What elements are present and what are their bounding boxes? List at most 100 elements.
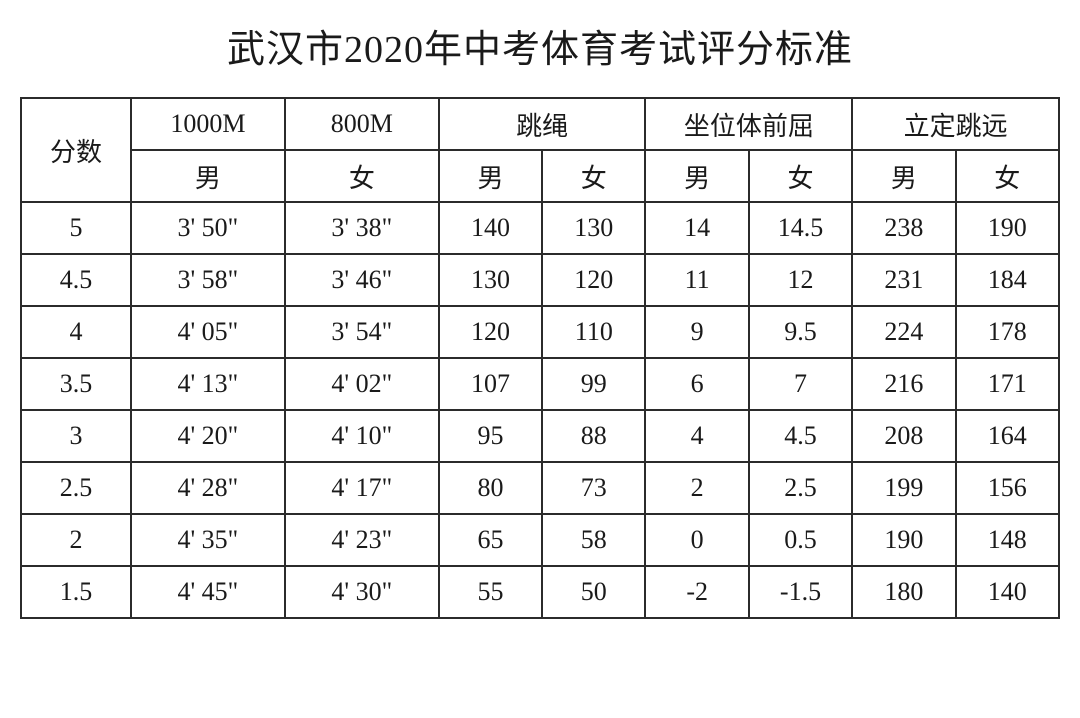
cell-tiaosheng-f: 58: [542, 514, 645, 566]
cell-liding-m: 238: [852, 202, 955, 254]
cell-1000m: 4' 35": [131, 514, 285, 566]
table-row: 4.53' 58"3' 46"1301201112231184: [21, 254, 1059, 306]
cell-tiaosheng-m: 120: [439, 306, 542, 358]
table-header: 分数 1000M 800M 跳绳 坐位体前屈 立定跳远 男 女 男 女 男 女 …: [21, 98, 1059, 202]
cell-score: 2.5: [21, 462, 131, 514]
cell-800m: 4' 30": [285, 566, 439, 618]
table-row: 53' 50"3' 38"1401301414.5238190: [21, 202, 1059, 254]
cell-zuowei-f: 9.5: [749, 306, 852, 358]
cell-1000m: 4' 45": [131, 566, 285, 618]
cell-score: 3.5: [21, 358, 131, 410]
cell-score: 3: [21, 410, 131, 462]
cell-liding-f: 140: [956, 566, 1059, 618]
cell-tiaosheng-f: 110: [542, 306, 645, 358]
cell-tiaosheng-f: 88: [542, 410, 645, 462]
sub-800m-female: 女: [285, 150, 439, 202]
page-title: 武汉市2020年中考体育考试评分标准: [10, 18, 1070, 73]
sub-zuowei-female: 女: [749, 150, 852, 202]
cell-tiaosheng-m: 65: [439, 514, 542, 566]
table-row: 1.54' 45"4' 30"5550-2-1.5180140: [21, 566, 1059, 618]
cell-liding-f: 184: [956, 254, 1059, 306]
col-score: 分数: [21, 98, 131, 202]
cell-800m: 3' 38": [285, 202, 439, 254]
cell-liding-m: 208: [852, 410, 955, 462]
cell-tiaosheng-f: 120: [542, 254, 645, 306]
table-body: 53' 50"3' 38"1401301414.52381904.53' 58"…: [21, 202, 1059, 618]
cell-1000m: 4' 05": [131, 306, 285, 358]
cell-score: 5: [21, 202, 131, 254]
cell-liding-f: 190: [956, 202, 1059, 254]
table-row: 3.54' 13"4' 02"1079967216171: [21, 358, 1059, 410]
cell-zuowei-m: 2: [645, 462, 748, 514]
cell-800m: 4' 02": [285, 358, 439, 410]
cell-zuowei-m: 14: [645, 202, 748, 254]
cell-800m: 4' 17": [285, 462, 439, 514]
sub-liding-female: 女: [956, 150, 1059, 202]
cell-zuowei-m: 6: [645, 358, 748, 410]
cell-liding-m: 224: [852, 306, 955, 358]
cell-liding-f: 148: [956, 514, 1059, 566]
cell-tiaosheng-m: 130: [439, 254, 542, 306]
table-row: 2.54' 28"4' 17"807322.5199156: [21, 462, 1059, 514]
cell-tiaosheng-m: 55: [439, 566, 542, 618]
col-tiaosheng: 跳绳: [439, 98, 646, 150]
cell-score: 4: [21, 306, 131, 358]
cell-1000m: 4' 13": [131, 358, 285, 410]
cell-liding-m: 231: [852, 254, 955, 306]
cell-tiaosheng-f: 99: [542, 358, 645, 410]
sub-tiaosheng-male: 男: [439, 150, 542, 202]
cell-tiaosheng-m: 80: [439, 462, 542, 514]
table-row: 44' 05"3' 54"12011099.5224178: [21, 306, 1059, 358]
sub-1000m-male: 男: [131, 150, 285, 202]
cell-liding-f: 156: [956, 462, 1059, 514]
cell-zuowei-m: 4: [645, 410, 748, 462]
page-container: 武汉市2020年中考体育考试评分标准 分数 1000M 800M 跳绳 坐位体前…: [10, 0, 1070, 619]
cell-1000m: 4' 20": [131, 410, 285, 462]
sub-zuowei-male: 男: [645, 150, 748, 202]
cell-zuowei-f: 0.5: [749, 514, 852, 566]
header-row-2: 男 女 男 女 男 女 男 女: [21, 150, 1059, 202]
cell-1000m: 4' 28": [131, 462, 285, 514]
cell-tiaosheng-m: 140: [439, 202, 542, 254]
cell-liding-m: 216: [852, 358, 955, 410]
cell-tiaosheng-m: 107: [439, 358, 542, 410]
cell-zuowei-m: 9: [645, 306, 748, 358]
cell-score: 2: [21, 514, 131, 566]
table-row: 34' 20"4' 10"958844.5208164: [21, 410, 1059, 462]
cell-tiaosheng-f: 130: [542, 202, 645, 254]
col-zuowei: 坐位体前屈: [645, 98, 852, 150]
sub-liding-male: 男: [852, 150, 955, 202]
cell-score: 1.5: [21, 566, 131, 618]
cell-tiaosheng-m: 95: [439, 410, 542, 462]
scoring-table: 分数 1000M 800M 跳绳 坐位体前屈 立定跳远 男 女 男 女 男 女 …: [20, 97, 1060, 619]
col-liding: 立定跳远: [852, 98, 1059, 150]
header-row-1: 分数 1000M 800M 跳绳 坐位体前屈 立定跳远: [21, 98, 1059, 150]
cell-800m: 4' 10": [285, 410, 439, 462]
cell-1000m: 3' 58": [131, 254, 285, 306]
cell-800m: 3' 46": [285, 254, 439, 306]
cell-zuowei-f: 2.5: [749, 462, 852, 514]
cell-liding-m: 180: [852, 566, 955, 618]
cell-liding-f: 164: [956, 410, 1059, 462]
cell-zuowei-f: 4.5: [749, 410, 852, 462]
cell-zuowei-f: 12: [749, 254, 852, 306]
cell-liding-m: 199: [852, 462, 955, 514]
col-800m: 800M: [285, 98, 439, 150]
cell-tiaosheng-f: 73: [542, 462, 645, 514]
cell-1000m: 3' 50": [131, 202, 285, 254]
col-1000m: 1000M: [131, 98, 285, 150]
sub-tiaosheng-female: 女: [542, 150, 645, 202]
cell-liding-f: 171: [956, 358, 1059, 410]
table-row: 24' 35"4' 23"655800.5190148: [21, 514, 1059, 566]
cell-zuowei-m: 0: [645, 514, 748, 566]
cell-tiaosheng-f: 50: [542, 566, 645, 618]
cell-800m: 4' 23": [285, 514, 439, 566]
cell-800m: 3' 54": [285, 306, 439, 358]
cell-zuowei-f: 14.5: [749, 202, 852, 254]
cell-score: 4.5: [21, 254, 131, 306]
cell-zuowei-m: -2: [645, 566, 748, 618]
cell-liding-f: 178: [956, 306, 1059, 358]
cell-liding-m: 190: [852, 514, 955, 566]
cell-zuowei-f: 7: [749, 358, 852, 410]
cell-zuowei-f: -1.5: [749, 566, 852, 618]
